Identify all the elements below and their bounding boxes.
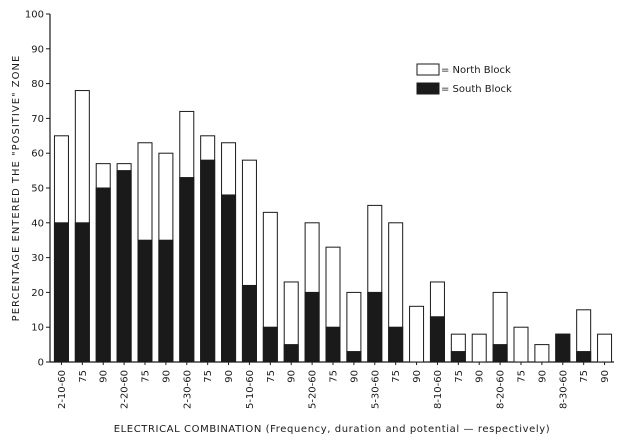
- x-tick-label: 90: [412, 370, 423, 383]
- bar-north-block: [409, 305, 425, 363]
- bar-north-block: [513, 326, 529, 363]
- bar-south-block: [576, 351, 592, 363]
- y-tick-label: 60: [31, 149, 44, 160]
- x-tick-label: 5-30-60: [370, 370, 381, 409]
- x-tick-label: 75: [141, 370, 152, 383]
- x-tick-label: 90: [287, 370, 298, 383]
- x-tick-label: 8-20-60: [496, 370, 507, 409]
- bar-south-block: [450, 351, 466, 363]
- y-tick-label: 0: [38, 358, 44, 369]
- x-tick-label: 75: [266, 370, 277, 383]
- x-tick-label: 5-20-60: [308, 370, 319, 409]
- x-tick-label: 75: [391, 370, 402, 383]
- bar-south-block: [95, 187, 111, 363]
- bar-south-block: [200, 159, 216, 363]
- bar-south-block: [283, 344, 299, 363]
- x-tick-label: 90: [537, 370, 548, 383]
- x-tick-label: 8-10-60: [433, 370, 444, 409]
- bar-south-block: [325, 326, 341, 363]
- x-tick-label: 75: [203, 370, 214, 383]
- x-tick-label: 2-20-60: [120, 370, 131, 409]
- x-tick-label: 2-30-60: [182, 370, 193, 409]
- y-tick-label: 80: [31, 79, 44, 90]
- legend-swatch-north-block: [416, 63, 440, 76]
- bar-south-block: [241, 284, 257, 363]
- bar-south-block: [429, 316, 445, 363]
- bar-south-block: [221, 194, 237, 363]
- bar-south-block: [388, 326, 404, 363]
- y-tick-label: 20: [31, 288, 44, 299]
- y-tick-label: 100: [25, 10, 44, 21]
- x-tick-label: 90: [600, 370, 611, 383]
- bar-south-block: [262, 326, 278, 363]
- x-tick-label: 75: [517, 370, 528, 383]
- x-tick-label: 2-10-60: [57, 370, 68, 409]
- y-tick-label: 30: [31, 253, 44, 264]
- x-tick-label: 90: [349, 370, 360, 383]
- y-axis-label: PERCENTAGE ENTERED THE "POSITIVE" ZONE: [11, 55, 22, 322]
- legend-label-north-block: = North Block: [441, 65, 511, 76]
- x-tick-label: 75: [329, 370, 340, 383]
- x-tick-label: 90: [99, 370, 110, 383]
- bar-south-block: [74, 222, 90, 363]
- bar-south-block: [179, 177, 195, 363]
- y-tick-label: 50: [31, 184, 44, 195]
- bar-south-block: [367, 291, 383, 363]
- y-tick-label: 40: [31, 218, 44, 229]
- bar-north-block: [597, 333, 613, 363]
- bar-north-block: [534, 344, 550, 363]
- bar-south-block: [116, 170, 132, 363]
- bar-south-block: [492, 344, 508, 363]
- bar-south-block: [158, 239, 174, 363]
- x-tick-label: 90: [161, 370, 172, 383]
- x-tick-label: 90: [475, 370, 486, 383]
- x-tick-label: 90: [224, 370, 235, 383]
- y-tick-label: 10: [31, 323, 44, 334]
- bar-south-block: [304, 291, 320, 363]
- bar-north-block: [471, 333, 487, 363]
- x-axis-label: ELECTRICAL COMBINATION (Frequency, durat…: [114, 424, 551, 435]
- x-tick-label: 75: [579, 370, 590, 383]
- bar-south-block: [53, 222, 69, 363]
- x-tick-label: 5-10-60: [245, 370, 256, 409]
- x-tick-label: 75: [78, 370, 89, 383]
- bar-south-block: [555, 333, 571, 363]
- legend-swatch-south-block: [416, 82, 440, 95]
- bar-south-block: [137, 239, 153, 363]
- y-tick-label: 70: [31, 114, 44, 125]
- y-tick-label: 90: [31, 44, 44, 55]
- bar-south-block: [346, 351, 362, 363]
- x-tick-label: 8-30-60: [558, 370, 569, 409]
- x-tick-label: 75: [454, 370, 465, 383]
- legend-label-south-block: = South Block: [441, 84, 512, 95]
